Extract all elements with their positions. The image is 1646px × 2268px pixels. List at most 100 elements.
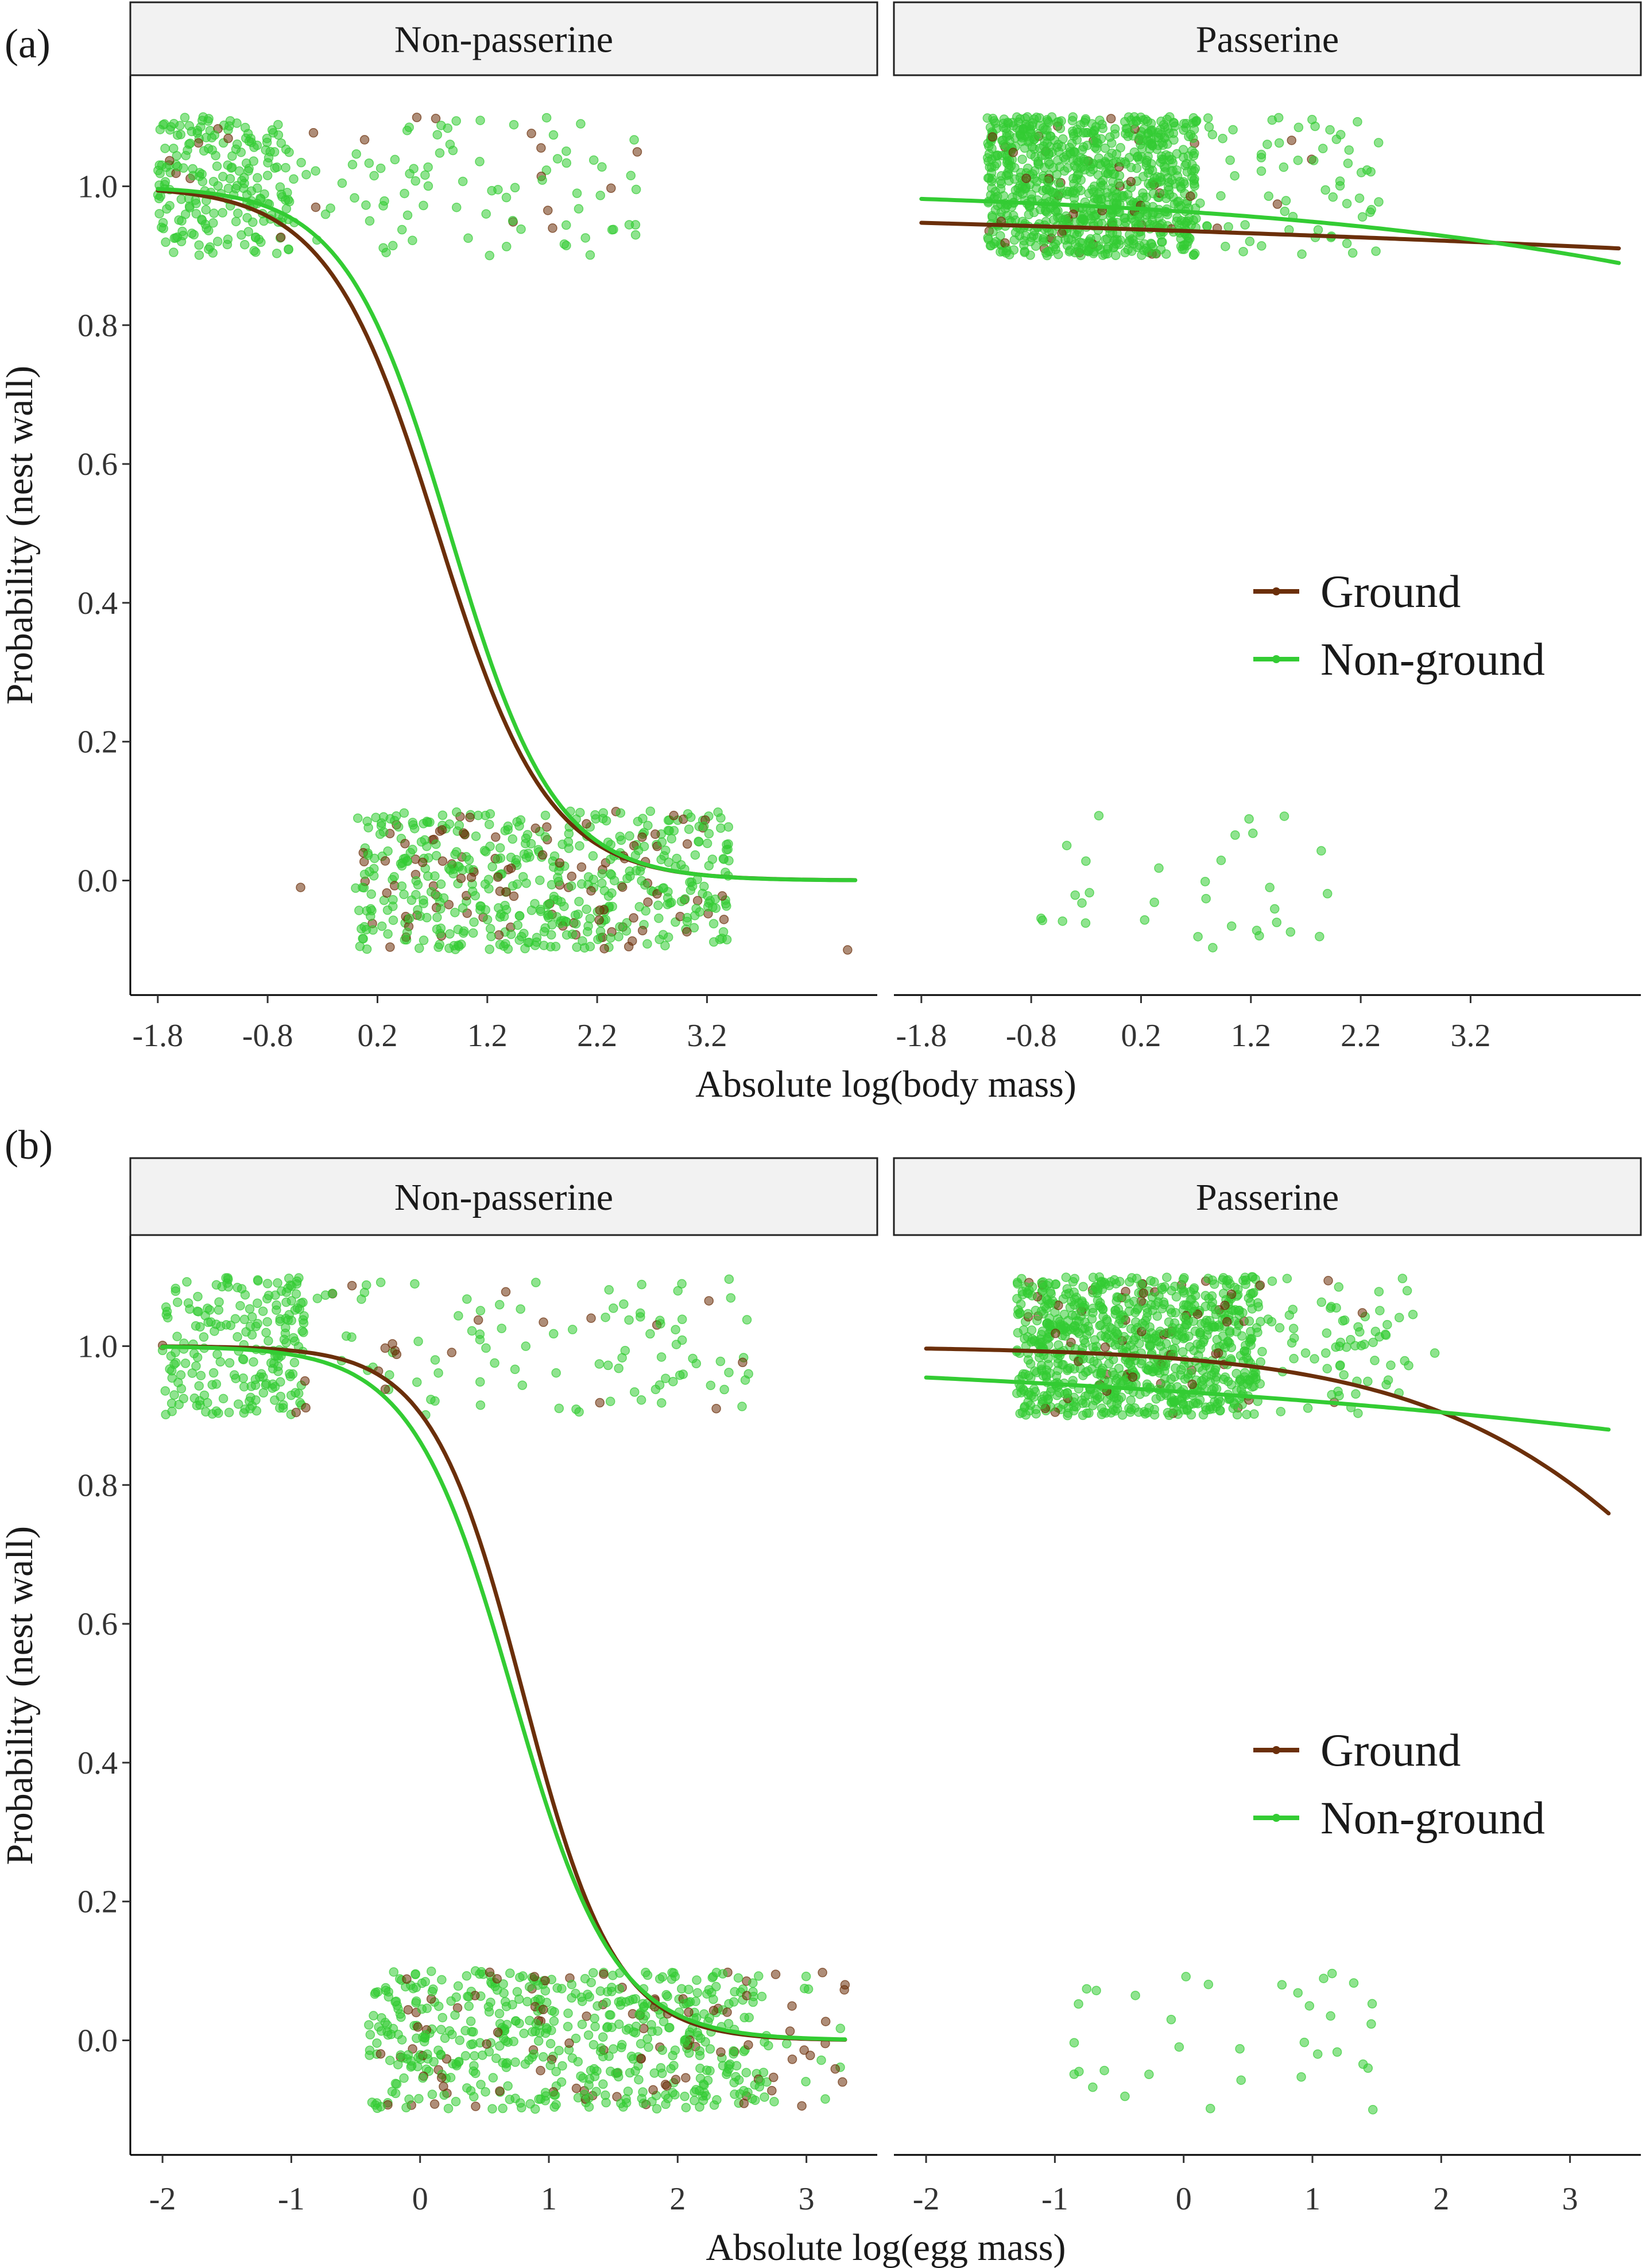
data-point-non-ground xyxy=(1080,114,1091,124)
data-point-non-ground xyxy=(229,1370,239,1380)
data-point-non-ground xyxy=(1069,1287,1079,1297)
data-point-non-ground xyxy=(1249,1409,1259,1419)
data-point-non-ground xyxy=(1153,140,1163,150)
data-point-non-ground xyxy=(426,887,436,897)
data-point-non-ground xyxy=(1036,1306,1047,1316)
data-point-non-ground xyxy=(385,2056,395,2065)
data-point-non-ground xyxy=(769,2097,779,2107)
data-point-non-ground xyxy=(464,864,474,874)
data-point-ground xyxy=(526,129,536,138)
data-point-non-ground xyxy=(497,1323,507,1333)
data-point-non-ground xyxy=(381,1983,391,1993)
data-point-non-ground xyxy=(737,1402,747,1411)
data-point-non-ground xyxy=(561,930,572,940)
data-point-non-ground xyxy=(574,896,584,907)
data-point-non-ground xyxy=(520,943,530,954)
data-point-non-ground xyxy=(167,1406,177,1416)
data-point-non-ground xyxy=(1244,814,1254,824)
data-point-non-ground xyxy=(451,116,461,126)
data-point-non-ground xyxy=(653,900,663,911)
data-point-non-ground xyxy=(484,819,494,830)
data-point-non-ground xyxy=(619,1299,629,1309)
data-point-non-ground xyxy=(1107,1324,1117,1334)
data-point-non-ground xyxy=(245,1404,255,1414)
data-point-non-ground xyxy=(510,183,520,193)
data-point-non-ground xyxy=(585,250,595,260)
data-point-non-ground xyxy=(985,241,996,251)
y-tick-label: 1.0 xyxy=(78,169,118,204)
data-point-non-ground xyxy=(563,2022,573,2031)
data-point-non-ground xyxy=(626,171,636,181)
data-point-non-ground xyxy=(1148,242,1158,252)
data-point-ground xyxy=(671,2075,681,2085)
data-point-non-ground xyxy=(657,837,667,847)
data-point-non-ground xyxy=(388,915,398,925)
data-point-non-ground xyxy=(597,869,607,879)
data-point-non-ground xyxy=(1001,141,1011,151)
data-point-non-ground xyxy=(1279,162,1289,172)
data-point-non-ground xyxy=(724,1368,734,1377)
data-point-non-ground xyxy=(584,2102,594,2112)
data-point-ground xyxy=(743,2040,753,2050)
data-point-ground xyxy=(571,2083,582,2093)
data-point-non-ground xyxy=(197,176,208,187)
fit-line-ground xyxy=(156,188,858,883)
data-point-non-ground xyxy=(469,917,479,927)
data-point-non-ground xyxy=(520,838,530,849)
data-point-non-ground xyxy=(675,1370,685,1380)
data-point-non-ground xyxy=(1254,931,1264,941)
data-point-non-ground xyxy=(276,1391,286,1402)
data-point-non-ground xyxy=(1081,1398,1091,1408)
data-point-non-ground xyxy=(276,189,286,199)
data-point-non-ground xyxy=(620,1345,630,1356)
data-point-non-ground xyxy=(272,1300,281,1310)
data-point-non-ground xyxy=(433,1368,443,1378)
data-point-non-ground xyxy=(1256,166,1267,176)
data-point-non-ground xyxy=(420,170,430,180)
data-point-ground xyxy=(606,183,616,193)
data-point-non-ground xyxy=(354,905,364,915)
data-point-ground xyxy=(466,872,477,883)
data-point-non-ground xyxy=(1132,117,1141,126)
data-point-non-ground xyxy=(583,2030,594,2040)
data-point-non-ground xyxy=(1100,157,1110,167)
data-point-non-ground xyxy=(1051,1279,1061,1289)
data-point-non-ground xyxy=(433,942,443,952)
data-point-non-ground xyxy=(605,1396,615,1406)
data-point-non-ground xyxy=(557,1984,567,1994)
data-point-non-ground xyxy=(1063,163,1073,173)
data-point-non-ground xyxy=(235,1301,245,1311)
data-point-ground xyxy=(567,871,577,881)
data-point-non-ground xyxy=(1397,1274,1408,1283)
data-point-non-ground xyxy=(671,1325,680,1334)
data-point-non-ground xyxy=(1029,1384,1039,1394)
legend-key-point xyxy=(1272,1746,1280,1754)
data-point-ground xyxy=(1051,1329,1060,1338)
data-point-non-ground xyxy=(390,2088,401,2099)
data-point-non-ground xyxy=(224,1407,234,1418)
data-point-non-ground xyxy=(614,1363,623,1373)
data-point-non-ground xyxy=(1067,1296,1076,1307)
data-point-non-ground xyxy=(529,2049,539,2059)
data-point-non-ground xyxy=(1179,119,1189,129)
data-point-non-ground xyxy=(1349,1978,1359,1988)
data-point-non-ground xyxy=(642,2034,652,2044)
data-point-ground xyxy=(456,873,466,884)
data-point-non-ground xyxy=(458,176,468,187)
data-point-non-ground xyxy=(183,145,192,155)
data-point-non-ground xyxy=(631,184,641,195)
x-axis-title: Absolute log(body mass) xyxy=(695,1063,1076,1105)
data-point-ground xyxy=(692,896,703,905)
data-point-ground xyxy=(296,883,305,892)
data-point-non-ground xyxy=(1325,125,1335,135)
data-point-ground xyxy=(193,138,203,148)
legend-label: Ground xyxy=(1320,1725,1461,1776)
data-point-non-ground xyxy=(409,823,420,834)
data-point-non-ground xyxy=(513,920,523,930)
data-point-non-ground xyxy=(541,165,552,175)
data-point-non-ground xyxy=(1161,1359,1171,1368)
data-point-non-ground xyxy=(262,1279,273,1288)
x-tick-label: 2 xyxy=(669,2181,685,2217)
data-point-non-ground xyxy=(615,808,626,818)
fit-line-non-ground xyxy=(160,1345,847,2042)
